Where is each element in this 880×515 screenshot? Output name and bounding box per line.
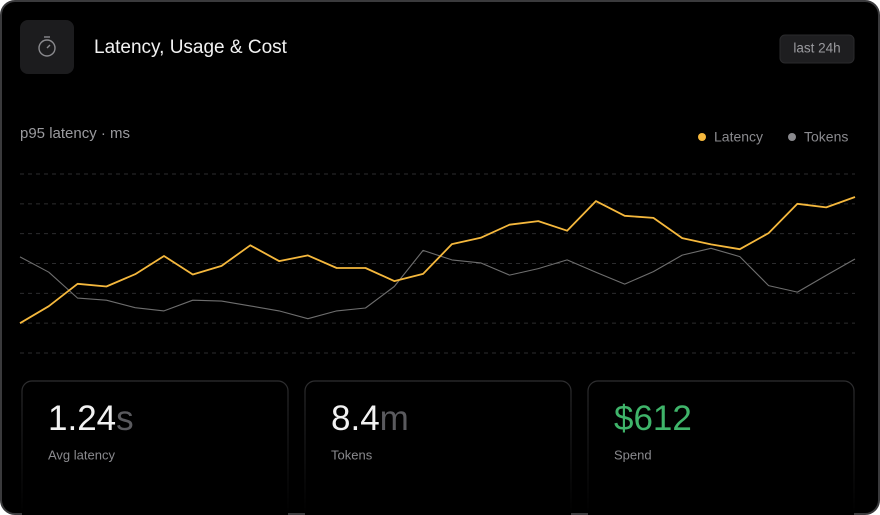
- legend-dot: [698, 133, 706, 141]
- series-line: [19, 196, 856, 324]
- stat-unit: s: [116, 399, 134, 438]
- legend-dot: [788, 133, 796, 141]
- plot: [19, 196, 856, 324]
- stat-value: $612: [614, 399, 692, 438]
- stat-card: [21, 380, 289, 515]
- stat-number: 8.4: [331, 399, 380, 438]
- time-range-label: last 24h: [793, 41, 840, 56]
- stopwatch-icon: [38, 36, 56, 57]
- time-range-badge[interactable]: [779, 34, 855, 64]
- stat-label: Spend: [614, 447, 652, 462]
- legend-label: Latency: [714, 129, 763, 145]
- series-line: [19, 247, 856, 320]
- legend: Latency Tokens: [698, 129, 848, 145]
- stat-number: 1.24: [48, 399, 116, 438]
- stat-unit: m: [380, 399, 409, 438]
- chart-subtitle: p95 latency · ms: [20, 125, 130, 142]
- stat-card: [304, 380, 572, 515]
- icon-box: [20, 20, 74, 74]
- card-title: Latency, Usage & Cost: [94, 37, 288, 58]
- legend-label: Tokens: [804, 129, 848, 145]
- stat-label: Tokens: [331, 447, 373, 462]
- grid: [20, 173, 855, 354]
- stat-number: $612: [614, 399, 692, 438]
- stat-value: 1.24s: [48, 399, 134, 438]
- stat-label: Avg latency: [48, 447, 115, 462]
- stat-card: [587, 380, 855, 515]
- stat-value: 8.4m: [331, 399, 409, 438]
